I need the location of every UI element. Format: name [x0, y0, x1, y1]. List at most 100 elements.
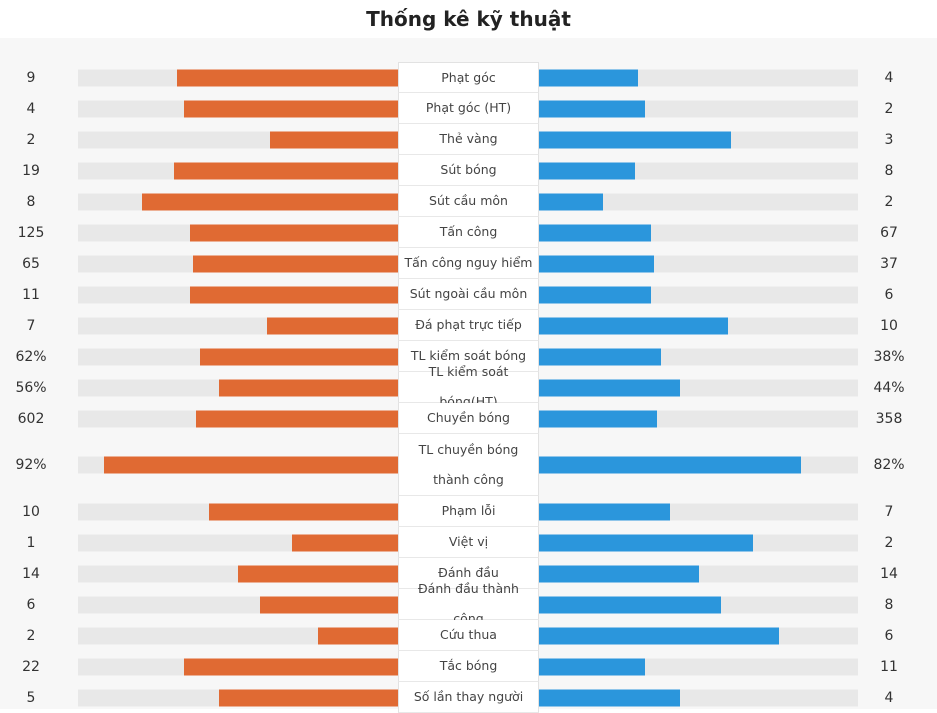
stat-label: Việt vị: [398, 527, 539, 558]
away-value: 6: [884, 627, 894, 644]
stat-row: 7 Đá phạt trực tiếp 10: [0, 310, 937, 341]
home-value: 1: [26, 534, 36, 551]
home-value: 56%: [15, 379, 47, 396]
stat-label: Chuyền bóng: [398, 403, 539, 434]
stat-row: 14 Đánh đầu 14: [0, 558, 937, 589]
page-title: Thống kê kỹ thuật: [366, 7, 571, 31]
stat-label: Thẻ vàng: [398, 124, 539, 155]
stat-row: 65 Tấn công nguy hiểm 37: [0, 248, 937, 279]
away-value: 358: [875, 410, 903, 427]
away-bar: [539, 131, 731, 148]
away-value: 44%: [873, 379, 905, 396]
away-value: 67: [880, 224, 898, 241]
home-value: 10: [22, 503, 40, 520]
stat-row: 2 Thẻ vàng 3: [0, 124, 937, 155]
away-value: 4: [884, 689, 894, 706]
stat-label: Phạt góc (HT): [398, 93, 539, 124]
stat-row: 8 Sút cầu môn 2: [0, 186, 937, 217]
away-value: 3: [884, 131, 894, 148]
away-bar: [539, 456, 801, 474]
away-bar: [539, 286, 651, 303]
home-bar: [260, 596, 398, 613]
home-value: 602: [17, 410, 45, 427]
stat-row: 22 Tắc bóng 11: [0, 651, 937, 682]
home-bar: [238, 565, 398, 582]
home-bar: [190, 224, 398, 241]
home-value: 92%: [15, 457, 47, 473]
stat-row: 11 Sút ngoài cầu môn 6: [0, 279, 937, 310]
stat-label: Số lần thay người: [398, 682, 539, 713]
stat-label: Sút cầu môn: [398, 186, 539, 217]
stat-row: 4 Phạt góc (HT) 2: [0, 93, 937, 124]
home-value: 9: [26, 69, 36, 86]
away-bar: [539, 410, 657, 427]
home-value: 2: [26, 131, 36, 148]
stat-row: 9 Phạt góc 4: [0, 62, 937, 93]
away-value: 4: [884, 69, 894, 86]
home-value: 11: [22, 286, 40, 303]
away-bar: [539, 689, 680, 706]
away-value: 7: [884, 503, 894, 520]
home-value: 6: [26, 596, 36, 613]
away-bar: [539, 69, 638, 86]
stats-list: 9 Phạt góc 4 4 Phạt góc (HT) 2 2 Thẻ vàng 3 19 Sút…: [0, 62, 937, 713]
away-value: 2: [884, 100, 894, 117]
home-bar: [190, 286, 398, 303]
home-bar: [200, 348, 398, 365]
home-value: 14: [22, 565, 40, 582]
away-value: 8: [884, 162, 894, 179]
home-bar: [104, 456, 398, 474]
stat-label: Sút ngoài cầu môn: [398, 279, 539, 310]
away-value: 8: [884, 596, 894, 613]
away-bar: [539, 100, 645, 117]
stat-label: Đánh đầu: [398, 558, 539, 589]
stat-row: 62% TL kiểm soát bóng 38%: [0, 341, 937, 372]
home-value: 2: [26, 627, 36, 644]
away-value: 38%: [873, 348, 905, 365]
stat-label: Đánh đầu thành công: [398, 581, 539, 626]
home-bar: [219, 689, 398, 706]
home-bar: [209, 503, 398, 520]
stat-label: Tấn công nguy hiểm: [398, 248, 539, 279]
home-bar: [184, 100, 398, 117]
away-bar: [539, 255, 654, 272]
stat-row: 125 Tấn công 67: [0, 217, 937, 248]
stat-label: Phạt góc: [398, 62, 539, 93]
away-value: 6: [884, 286, 894, 303]
stat-row: 56% TL kiểm soát bóng(HT) 44%: [0, 364, 937, 409]
home-value: 62%: [15, 348, 47, 365]
home-bar: [219, 379, 398, 396]
home-bar: [177, 69, 398, 86]
stat-label: Tấn công: [398, 217, 539, 248]
home-bar: [142, 193, 398, 210]
home-value: 22: [22, 658, 40, 675]
away-bar: [539, 162, 635, 179]
home-bar: [318, 627, 398, 644]
away-bar: [539, 534, 753, 551]
away-value: 11: [880, 658, 898, 675]
home-bar: [267, 317, 398, 334]
stat-label: Tắc bóng: [398, 651, 539, 682]
stat-row: 1 Việt vị 2: [0, 527, 937, 558]
away-bar: [539, 379, 680, 396]
stat-row: 19 Sút bóng 8: [0, 155, 937, 186]
stat-row: 6 Đánh đầu thành công 8: [0, 581, 937, 626]
away-bar: [539, 503, 670, 520]
stat-row: 2 Cứu thua 6: [0, 620, 937, 651]
away-value: 10: [880, 317, 898, 334]
home-value: 7: [26, 317, 36, 334]
away-value: 2: [884, 193, 894, 210]
home-bar: [174, 162, 398, 179]
home-bar: [292, 534, 398, 551]
away-bar: [539, 193, 603, 210]
away-bar: [539, 348, 661, 365]
stat-row: 5 Số lần thay người 4: [0, 682, 937, 713]
away-bar: [539, 658, 645, 675]
home-value: 65: [22, 255, 40, 272]
away-bar: [539, 317, 728, 334]
away-bar: [539, 596, 721, 613]
stat-label: TL chuyền bóng thành công: [398, 434, 539, 496]
away-bar: [539, 565, 699, 582]
home-bar: [184, 658, 398, 675]
home-value: 19: [22, 162, 40, 179]
